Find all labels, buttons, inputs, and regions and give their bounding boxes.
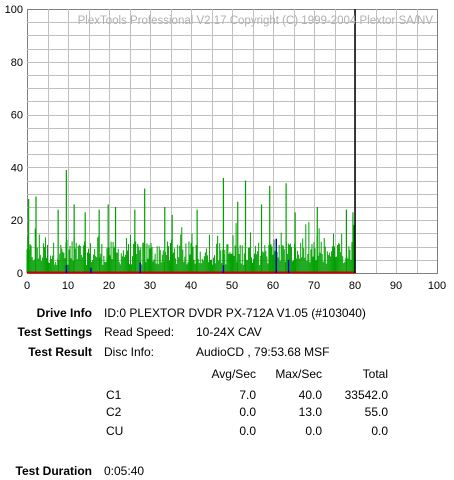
error-rate-chart: PlexTools Professional V2.17 Copyright (… — [5, 4, 447, 292]
x-tick-label: 30 — [144, 280, 156, 292]
c1-total: 33542.0 — [344, 388, 388, 402]
read-speed-value: 10-24X CAV — [196, 325, 262, 339]
y-axis-ticks: 0 20 40 60 80 100 — [5, 4, 23, 280]
col-header-avg: Avg/Sec — [211, 367, 256, 381]
x-tick-label: 20 — [103, 280, 115, 292]
x-tick-label: 70 — [308, 280, 320, 292]
c2-avg: 0.0 — [239, 405, 256, 419]
y-tick-label: 100 — [5, 4, 23, 16]
test-duration-value: 0:05:40 — [104, 464, 145, 478]
x-tick-label: 50 — [226, 280, 238, 292]
y-tick-label: 40 — [11, 162, 23, 174]
grid-lines — [27, 9, 437, 273]
x-tick-label: 40 — [185, 280, 197, 292]
drive-info-label: Drive Info — [36, 306, 92, 320]
disc-info-value: AudioCD , 79:53.68 MSF — [196, 345, 330, 359]
x-tick-label: 100 — [428, 280, 446, 292]
c1-max: 40.0 — [298, 388, 322, 402]
disc-info-label: Disc Info: — [104, 345, 155, 359]
c2-row-label: C2 — [106, 405, 122, 419]
c1-avg: 7.0 — [239, 388, 256, 402]
test-duration-label: Test Duration — [15, 464, 92, 478]
read-speed-label: Read Speed: — [104, 325, 175, 339]
c2-total: 55.0 — [364, 405, 388, 419]
c1-series — [26, 170, 356, 273]
cu-max: 0.0 — [305, 424, 322, 438]
y-tick-label: 60 — [11, 110, 23, 122]
c1-row-label: C1 — [106, 388, 122, 402]
test-result-label: Test Result — [28, 345, 92, 359]
x-tick-label: 90 — [390, 280, 402, 292]
cu-total: 0.0 — [371, 424, 388, 438]
x-tick-label: 80 — [349, 280, 361, 292]
y-tick-label: 20 — [11, 215, 23, 227]
x-tick-label: 60 — [267, 280, 279, 292]
c2-series — [65, 238, 290, 273]
y-tick-label: 0 — [17, 268, 23, 280]
col-header-max: Max/Sec — [275, 367, 322, 381]
col-header-total: Total — [362, 367, 388, 381]
cu-avg: 0.0 — [239, 424, 256, 438]
drive-info-value: ID:0 PLEXTOR DVDR PX-712A V1.05 (#103040… — [104, 306, 366, 320]
c2-max: 13.0 — [298, 405, 322, 419]
cu-row-label: CU — [106, 424, 124, 438]
test-settings-label: Test Settings — [17, 325, 92, 339]
x-axis-ticks: 0 10 20 30 40 50 60 70 80 90 100 — [24, 280, 446, 292]
copyright-text: PlexTools Professional V2.17 Copyright (… — [78, 15, 434, 27]
x-tick-label: 10 — [62, 280, 74, 292]
y-tick-label: 80 — [11, 57, 23, 69]
x-tick-label: 0 — [24, 280, 30, 292]
